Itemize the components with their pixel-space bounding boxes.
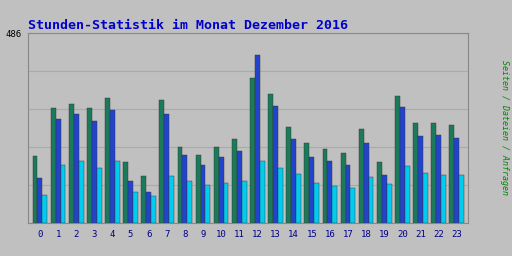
Bar xyxy=(178,147,182,223)
Bar xyxy=(214,147,219,223)
Bar xyxy=(346,165,350,223)
Bar xyxy=(327,161,332,223)
Bar xyxy=(377,162,382,223)
Bar xyxy=(219,157,224,223)
Bar xyxy=(87,108,92,223)
Bar xyxy=(395,96,400,223)
Bar xyxy=(387,184,392,223)
Bar xyxy=(273,106,278,223)
Bar xyxy=(97,168,102,223)
Bar xyxy=(359,129,364,223)
Bar xyxy=(74,114,79,223)
Bar xyxy=(51,108,56,223)
Bar xyxy=(69,104,74,223)
Bar xyxy=(405,166,410,223)
Bar xyxy=(110,110,115,223)
Bar xyxy=(291,139,296,223)
Bar xyxy=(340,153,346,223)
Bar xyxy=(205,185,210,223)
Bar xyxy=(423,173,428,223)
Bar xyxy=(369,177,373,223)
Bar xyxy=(431,123,436,223)
Bar xyxy=(79,161,83,223)
Text: Stunden-Statistik im Monat Dezember 2016: Stunden-Statistik im Monat Dezember 2016 xyxy=(28,19,348,32)
Bar xyxy=(323,149,327,223)
Bar xyxy=(159,100,164,223)
Bar xyxy=(169,176,174,223)
Bar xyxy=(350,188,355,223)
Bar xyxy=(141,176,146,223)
Bar xyxy=(123,162,128,223)
Bar xyxy=(201,165,205,223)
Bar xyxy=(436,135,441,223)
Bar xyxy=(255,55,260,223)
Bar xyxy=(133,191,138,223)
Text: Seiten / Dateien / Anfragen: Seiten / Dateien / Anfragen xyxy=(500,60,509,196)
Bar xyxy=(332,186,337,223)
Bar xyxy=(128,181,133,223)
Bar xyxy=(268,94,273,223)
Bar xyxy=(33,156,37,223)
Bar xyxy=(146,191,151,223)
Bar xyxy=(196,155,201,223)
Bar xyxy=(278,168,283,223)
Bar xyxy=(242,181,247,223)
Bar xyxy=(364,143,369,223)
Bar xyxy=(459,175,464,223)
Bar xyxy=(224,183,228,223)
Bar xyxy=(37,178,42,223)
Bar xyxy=(250,79,255,223)
Bar xyxy=(454,138,459,223)
Bar xyxy=(418,136,423,223)
Bar xyxy=(105,98,110,223)
Bar xyxy=(151,196,156,223)
Bar xyxy=(441,175,446,223)
Bar xyxy=(42,195,47,223)
Bar xyxy=(296,174,301,223)
Bar xyxy=(260,161,265,223)
Bar xyxy=(382,175,387,223)
Bar xyxy=(400,107,405,223)
Bar xyxy=(237,151,242,223)
Bar xyxy=(60,165,66,223)
Bar xyxy=(92,121,97,223)
Bar xyxy=(413,123,418,223)
Bar xyxy=(286,127,291,223)
Bar xyxy=(182,155,187,223)
Bar xyxy=(232,139,237,223)
Bar xyxy=(187,181,192,223)
Bar xyxy=(450,125,454,223)
Bar xyxy=(164,114,169,223)
Bar xyxy=(305,143,309,223)
Bar xyxy=(309,157,314,223)
Bar xyxy=(314,183,319,223)
Bar xyxy=(115,161,120,223)
Bar xyxy=(56,120,60,223)
